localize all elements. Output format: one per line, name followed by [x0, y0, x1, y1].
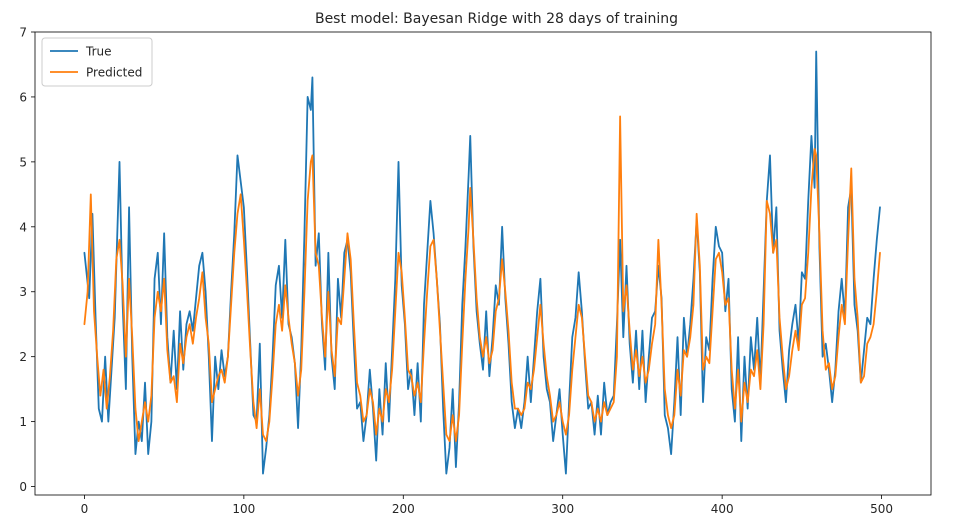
x-axis: 0 100 200 300 400 500 — [81, 495, 893, 516]
x-tick-label: 300 — [551, 502, 574, 516]
x-tick-label: 100 — [232, 502, 255, 516]
legend-label-predicted: Predicted — [86, 66, 142, 80]
legend-label-true: True — [85, 45, 112, 59]
x-tick-label: 200 — [392, 502, 415, 516]
y-tick-label: 2 — [19, 350, 27, 364]
y-tick-label: 7 — [19, 26, 27, 40]
y-axis: 0 1 2 3 4 5 6 7 — [19, 26, 35, 494]
x-tick-label: 500 — [870, 502, 893, 516]
plot-frame — [34, 31, 932, 496]
y-tick-label: 5 — [19, 155, 27, 169]
x-tick-label: 400 — [711, 502, 734, 516]
chart-title: Best model: Bayesan Ridge with 28 days o… — [315, 11, 678, 27]
y-tick-label: 3 — [19, 285, 27, 299]
y-tick-label: 6 — [19, 90, 27, 104]
legend-box — [41, 37, 153, 87]
legend: True Predicted — [41, 37, 153, 87]
series-layer — [83, 50, 881, 475]
y-tick-label: 0 — [19, 480, 27, 494]
y-tick-label: 4 — [19, 220, 27, 234]
y-tick-label: 1 — [19, 415, 27, 429]
series-line-predicted — [83, 115, 881, 442]
x-tick-label: 0 — [81, 502, 89, 516]
plot-area — [34, 31, 932, 496]
